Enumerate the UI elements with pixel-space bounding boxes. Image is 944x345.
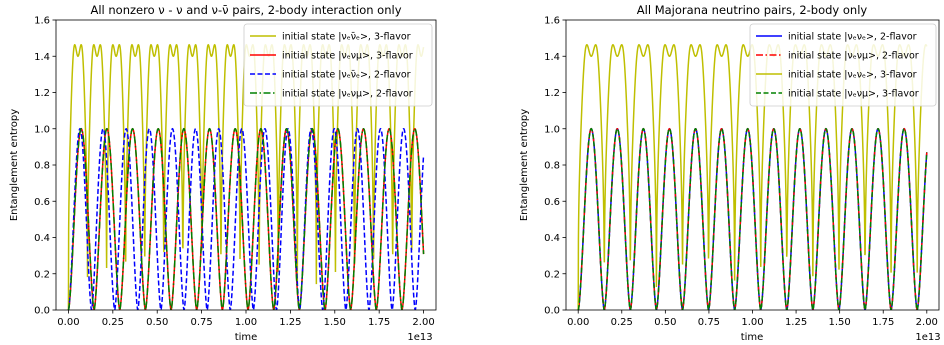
y-tick-label: 1.0 [544, 124, 560, 135]
legend-label: initial state |νₑν̄ₑ>, 2-flavor [282, 70, 411, 81]
legend-label: initial state |νₑνμ>, 3-flavor [788, 89, 919, 100]
x-tick-label: 0.50 [146, 317, 168, 328]
x-tick-label: 2.00 [412, 317, 434, 328]
x-tick-label: 1.50 [829, 317, 851, 328]
panel-left-x-offset: 1e13 [407, 332, 432, 343]
x-tick-label: 1.25 [279, 317, 301, 328]
legend-label: initial state |νₑνₑ>, 2-flavor [788, 32, 917, 43]
y-tick-label: 0.0 [34, 306, 50, 317]
x-tick-label: 0.00 [567, 317, 589, 328]
y-tick-label: 1.2 [34, 88, 50, 99]
legend-label: initial state |νₑνₑ>, 3-flavor [788, 70, 917, 81]
panel-left-title: All nonzero ν - ν and ν-ν̄ pairs, 2-body… [90, 3, 401, 17]
x-tick-label: 0.25 [102, 317, 124, 328]
panel-left-y-label: Entanglement entropy [9, 109, 20, 221]
legend-label: initial state |νₑν̄ₑ>, 3-flavor [282, 32, 411, 43]
y-tick-label: 1.4 [544, 52, 560, 63]
panel-left-x-label: time [235, 332, 258, 343]
legend-label: initial state |νₑνμ>, 3-flavor [282, 51, 413, 62]
x-tick-label: 2.00 [916, 317, 938, 328]
x-tick-label: 0.75 [698, 317, 720, 328]
panel-right-x-label: time [741, 332, 764, 343]
x-tick-label: 1.25 [785, 317, 807, 328]
y-tick-label: 1.6 [34, 16, 50, 27]
x-tick-label: 0.75 [190, 317, 212, 328]
panel-right-x-offset: 1e13 [915, 332, 940, 343]
x-tick-label: 0.25 [611, 317, 633, 328]
y-tick-label: 0.6 [34, 197, 50, 208]
x-tick-label: 1.00 [741, 317, 763, 328]
x-tick-label: 1.50 [324, 317, 346, 328]
panel-right-plot-area: 0.00 0.25 0.50 0.75 1.00 1.25 1.50 1.75 2.00 0.0 0… [544, 16, 940, 328]
panel-left-plot-area: 0.00 0.25 0.50 0.75 1.00 1.25 1.50 1.75 2.00 0.0 0… [34, 16, 437, 328]
y-tick-label: 0.4 [34, 233, 50, 244]
y-tick-label: 0.8 [544, 161, 560, 172]
legend: initial state |νₑν̄ₑ>, 3-flavor initial s… [243, 23, 433, 107]
x-tick-label: 1.00 [235, 317, 257, 328]
y-tick-label: 0.0 [544, 306, 560, 317]
panel-right-title: All Majorana neutrino pairs, 2-body only [637, 3, 868, 17]
y-tick-label: 1.2 [544, 88, 560, 99]
y-tick-label: 0.8 [34, 161, 50, 172]
y-tick-label: 1.4 [34, 52, 50, 63]
x-tick-label: 0.00 [57, 317, 79, 328]
y-tick-label: 0.6 [544, 197, 560, 208]
x-tick-label: 0.50 [654, 317, 676, 328]
legend-label: initial state |νₑνμ>, 2-flavor [282, 89, 413, 100]
legend: initial state |νₑνₑ>, 2-flavor initial st… [749, 23, 937, 107]
y-tick-label: 1.0 [34, 124, 50, 135]
y-tick-label: 0.2 [544, 269, 560, 280]
y-tick-label: 0.4 [544, 233, 560, 244]
series-line-4 [577, 127, 928, 310]
series-line-3 [67, 127, 425, 310]
panel-right: All Majorana neutrino pairs, 2-body only… [519, 3, 941, 343]
x-tick-label: 1.75 [872, 317, 894, 328]
y-tick-label: 0.2 [34, 269, 50, 280]
legend-label: initial state |νₑνμ>, 2-flavor [788, 51, 919, 62]
x-tick-label: 1.75 [368, 317, 390, 328]
panel-right-y-label: Entanglement entropy [519, 109, 530, 221]
series-line-4 [67, 127, 425, 310]
y-tick-label: 1.6 [544, 16, 560, 27]
panel-left: All nonzero ν - ν and ν-ν̄ pairs, 2-body… [9, 3, 437, 343]
